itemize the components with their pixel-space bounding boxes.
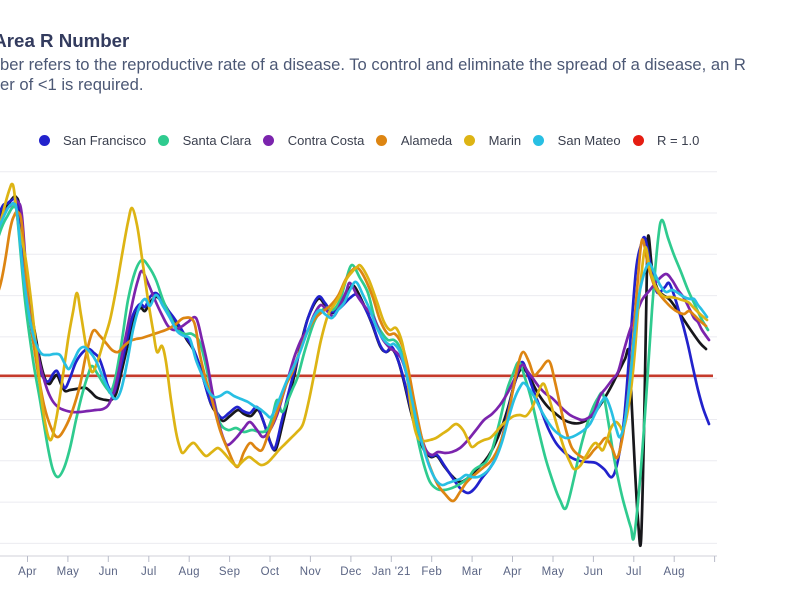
svg-text:Jul: Jul xyxy=(626,566,642,578)
svg-text:Mar: Mar xyxy=(462,566,483,578)
svg-text:Jan '21: Jan '21 xyxy=(372,566,411,578)
svg-text:Sep: Sep xyxy=(219,566,240,578)
svg-text:Nov: Nov xyxy=(300,566,321,578)
svg-text:Jun: Jun xyxy=(584,566,603,578)
svg-text:Apr: Apr xyxy=(503,566,522,578)
svg-text:May: May xyxy=(57,566,80,578)
svg-text:Jun: Jun xyxy=(99,566,118,578)
svg-text:Feb: Feb xyxy=(421,566,442,578)
svg-text:Jul: Jul xyxy=(141,566,157,578)
svg-text:May: May xyxy=(542,566,565,578)
svg-text:Aug: Aug xyxy=(664,566,685,578)
svg-text:Oct: Oct xyxy=(261,566,280,578)
svg-text:Apr: Apr xyxy=(18,566,37,578)
svg-text:Aug: Aug xyxy=(179,566,200,578)
svg-text:Dec: Dec xyxy=(340,566,361,578)
